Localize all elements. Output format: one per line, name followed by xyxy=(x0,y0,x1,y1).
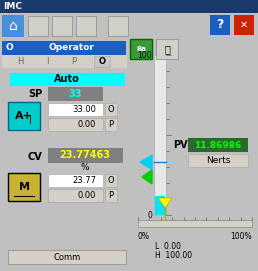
Text: 100%: 100% xyxy=(230,232,252,241)
Text: Operator: Operator xyxy=(48,44,94,53)
Polygon shape xyxy=(140,155,152,169)
Bar xyxy=(138,220,252,227)
Bar xyxy=(94,56,110,67)
Bar xyxy=(16,41,126,55)
Bar xyxy=(10,73,125,86)
Text: IMC: IMC xyxy=(3,2,22,11)
Text: P: P xyxy=(108,120,114,129)
Bar xyxy=(130,39,152,59)
Bar xyxy=(0,0,258,13)
Bar xyxy=(105,118,117,131)
Text: %: % xyxy=(81,163,89,172)
Text: P: P xyxy=(108,191,114,200)
Bar xyxy=(154,55,166,215)
Text: M: M xyxy=(19,182,29,192)
Bar xyxy=(8,250,126,264)
Bar xyxy=(8,102,40,130)
Bar xyxy=(48,103,103,116)
Bar xyxy=(48,118,103,131)
Bar xyxy=(188,154,248,167)
Bar xyxy=(105,189,117,202)
Bar xyxy=(8,173,40,201)
Text: 👤: 👤 xyxy=(164,44,170,54)
Text: 0%: 0% xyxy=(138,232,150,241)
Bar xyxy=(48,174,103,187)
Text: 100: 100 xyxy=(138,50,152,60)
Text: O: O xyxy=(108,176,114,185)
Text: 11.86986: 11.86986 xyxy=(194,140,242,150)
Text: |: | xyxy=(29,115,31,124)
Text: H  100.00: H 100.00 xyxy=(155,251,192,260)
Text: ?: ? xyxy=(216,18,224,31)
Bar xyxy=(76,16,96,36)
Text: O: O xyxy=(99,57,106,66)
Bar xyxy=(2,41,16,55)
Text: CV: CV xyxy=(28,152,42,162)
Text: SP: SP xyxy=(28,89,42,99)
Text: 33: 33 xyxy=(68,89,82,99)
Text: PV: PV xyxy=(173,140,187,150)
Bar xyxy=(48,189,103,202)
Text: I: I xyxy=(46,57,48,66)
Bar xyxy=(2,15,24,37)
Text: A+: A+ xyxy=(15,111,33,121)
Text: 0.00: 0.00 xyxy=(78,191,96,200)
Text: P: P xyxy=(71,57,77,66)
Text: ⌂: ⌂ xyxy=(9,19,17,33)
Text: 23.77463: 23.77463 xyxy=(60,150,110,160)
Bar xyxy=(155,196,165,215)
Polygon shape xyxy=(142,170,152,184)
Bar xyxy=(52,16,72,36)
Bar xyxy=(105,174,117,187)
Bar xyxy=(0,13,258,39)
Bar xyxy=(48,148,123,163)
Bar xyxy=(156,39,178,59)
Text: ✕: ✕ xyxy=(240,20,248,30)
Text: L  0.00: L 0.00 xyxy=(155,242,181,251)
Text: O: O xyxy=(108,105,114,114)
Bar xyxy=(210,15,230,35)
Text: Auto: Auto xyxy=(54,75,80,85)
Bar xyxy=(188,138,248,152)
Bar xyxy=(234,15,254,35)
Text: 23.77: 23.77 xyxy=(72,176,96,185)
Bar xyxy=(28,16,48,36)
Text: 0: 0 xyxy=(147,211,152,220)
Text: O: O xyxy=(5,44,13,53)
Bar xyxy=(108,16,128,36)
Text: 0.00: 0.00 xyxy=(78,120,96,129)
Polygon shape xyxy=(158,198,172,208)
Text: Ba: Ba xyxy=(136,46,146,52)
Text: 33.00: 33.00 xyxy=(72,105,96,114)
Bar xyxy=(2,55,127,68)
Bar xyxy=(48,87,103,101)
Bar xyxy=(105,103,117,116)
Text: Comm: Comm xyxy=(53,253,80,262)
Text: Nerts: Nerts xyxy=(206,156,230,165)
Text: H: H xyxy=(17,57,23,66)
